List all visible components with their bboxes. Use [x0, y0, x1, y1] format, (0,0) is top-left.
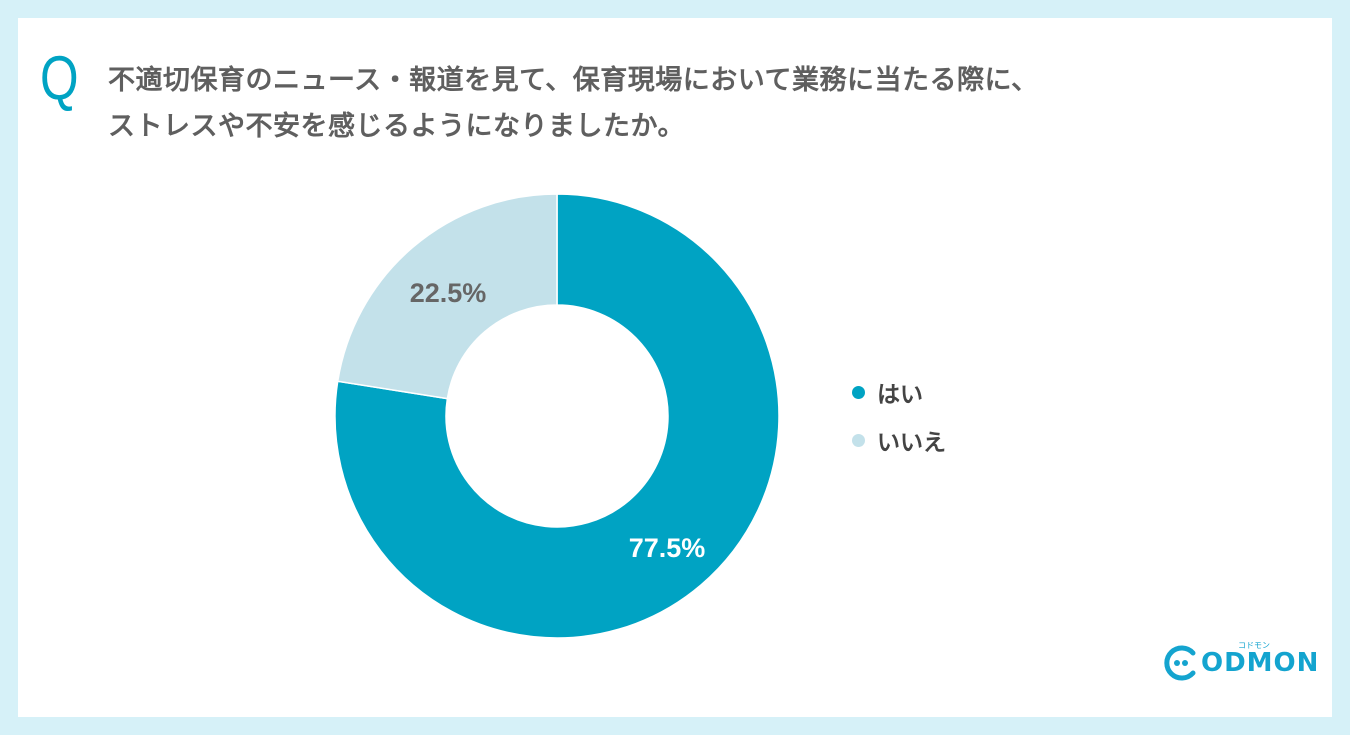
logo-subtext: コドモン [1238, 641, 1270, 650]
codmon-logo: ODMON [1163, 645, 1319, 681]
slice-label-yes: 77.5% [629, 533, 706, 563]
donut-slice-yes [334, 193, 780, 639]
question-title: 不適切保育のニュース・報道を見て、保育現場において業務に当たる際に、 ストレスや… [108, 58, 1039, 150]
slice-label-no: 22.5% [410, 278, 487, 308]
legend-dot-icon [852, 433, 865, 447]
donut-slices [334, 193, 780, 639]
legend: はい いいえ [852, 368, 946, 464]
logo-face-icon [1164, 645, 1196, 681]
legend-dot-icon [852, 385, 865, 399]
legend-item-yes: はい [852, 368, 946, 416]
legend-item-no: いいえ [852, 416, 946, 464]
legend-label: はい [877, 382, 923, 408]
logo-text: ODMON [1201, 648, 1320, 678]
question-line-1: 不適切保育のニュース・報道を見て、保育現場において業務に当たる際に、 [108, 65, 1039, 96]
question-mark: Q [40, 44, 79, 113]
legend-label: いいえ [877, 430, 946, 456]
donut-slice-no [336, 193, 558, 400]
question-line-2: ストレスや不安を感じるようになりましたか。 [108, 111, 685, 142]
